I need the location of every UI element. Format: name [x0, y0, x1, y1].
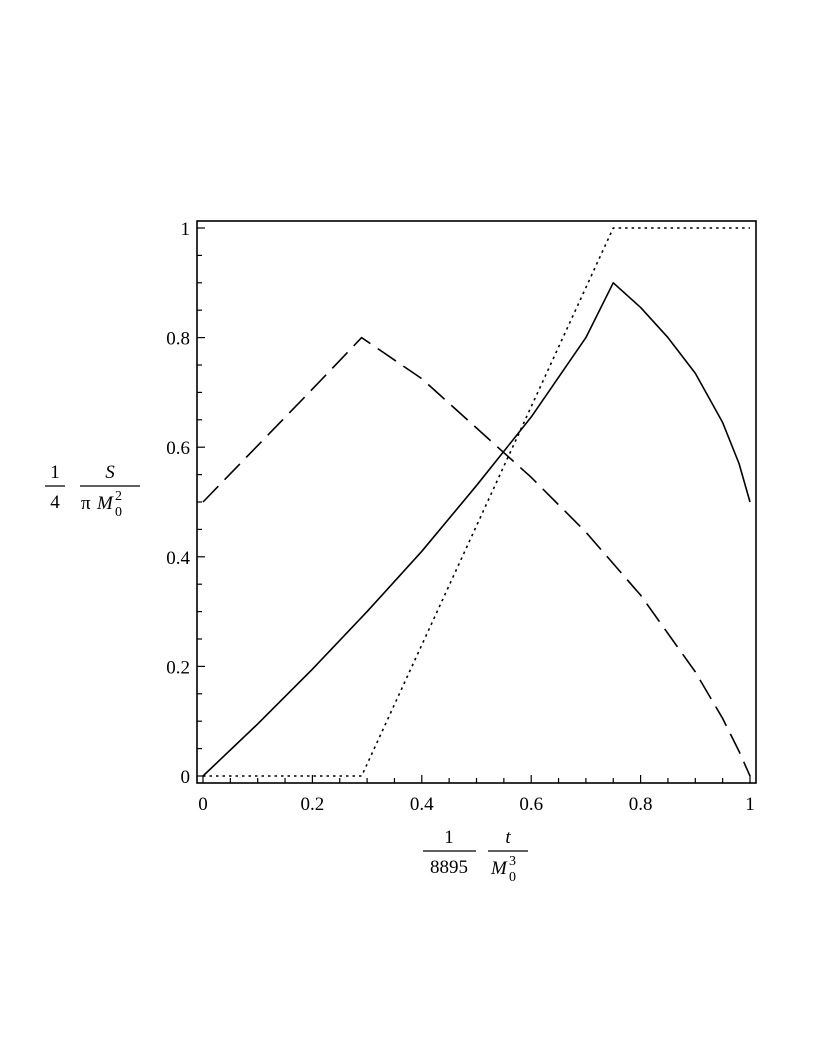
series-line-dashed [202, 336, 751, 777]
ylabel-den-prefix: π [81, 493, 91, 514]
y-tick-label: 0.8 [166, 329, 190, 350]
x-axis-label: 1 8895 t M 0 3 [423, 827, 528, 885]
plot-frame [196, 220, 757, 784]
series-line-dotted [203, 227, 750, 777]
y-tick-label: 0.6 [166, 438, 190, 459]
xlabel-den-sub: 0 [509, 870, 516, 885]
ylabel-coef-num: 1 [50, 462, 60, 483]
xlabel-coef-den: 8895 [430, 857, 468, 878]
x-tick-label: 0.2 [301, 794, 325, 815]
y-tick-label: 0.4 [166, 548, 190, 569]
x-tick-label: 0.6 [519, 794, 543, 815]
ylabel-den-base: M [96, 493, 114, 514]
y-axis-label: 1 4 S π M 0 2 [45, 462, 140, 520]
xlabel-coef-num: 1 [444, 827, 454, 848]
x-tick-label: 0.4 [410, 794, 434, 815]
xlabel-den-sup: 3 [509, 854, 516, 869]
tick-marks [197, 227, 751, 783]
series-line-solid [202, 281, 751, 777]
xlabel-den-base: M [490, 858, 508, 879]
y-tick-labels: 0 0.2 0.4 0.6 0.8 1 [166, 219, 190, 788]
ylabel-num: S [105, 462, 115, 483]
x-tick-label: 0.8 [629, 794, 653, 815]
x-tick-label: 1 [745, 794, 755, 815]
x-tick-label: 0 [198, 794, 208, 815]
xlabel-num: t [505, 827, 511, 848]
y-tick-label: 0 [181, 767, 191, 788]
series-group [202, 227, 751, 777]
y-tick-label: 1 [181, 219, 191, 240]
x-tick-labels: 0 0.2 0.4 0.6 0.8 1 [198, 794, 755, 815]
ylabel-den-sup: 2 [115, 489, 122, 504]
ylabel-coef-den: 4 [50, 492, 60, 513]
y-tick-label: 0.2 [166, 657, 190, 678]
ylabel-den-sub: 0 [115, 505, 122, 520]
